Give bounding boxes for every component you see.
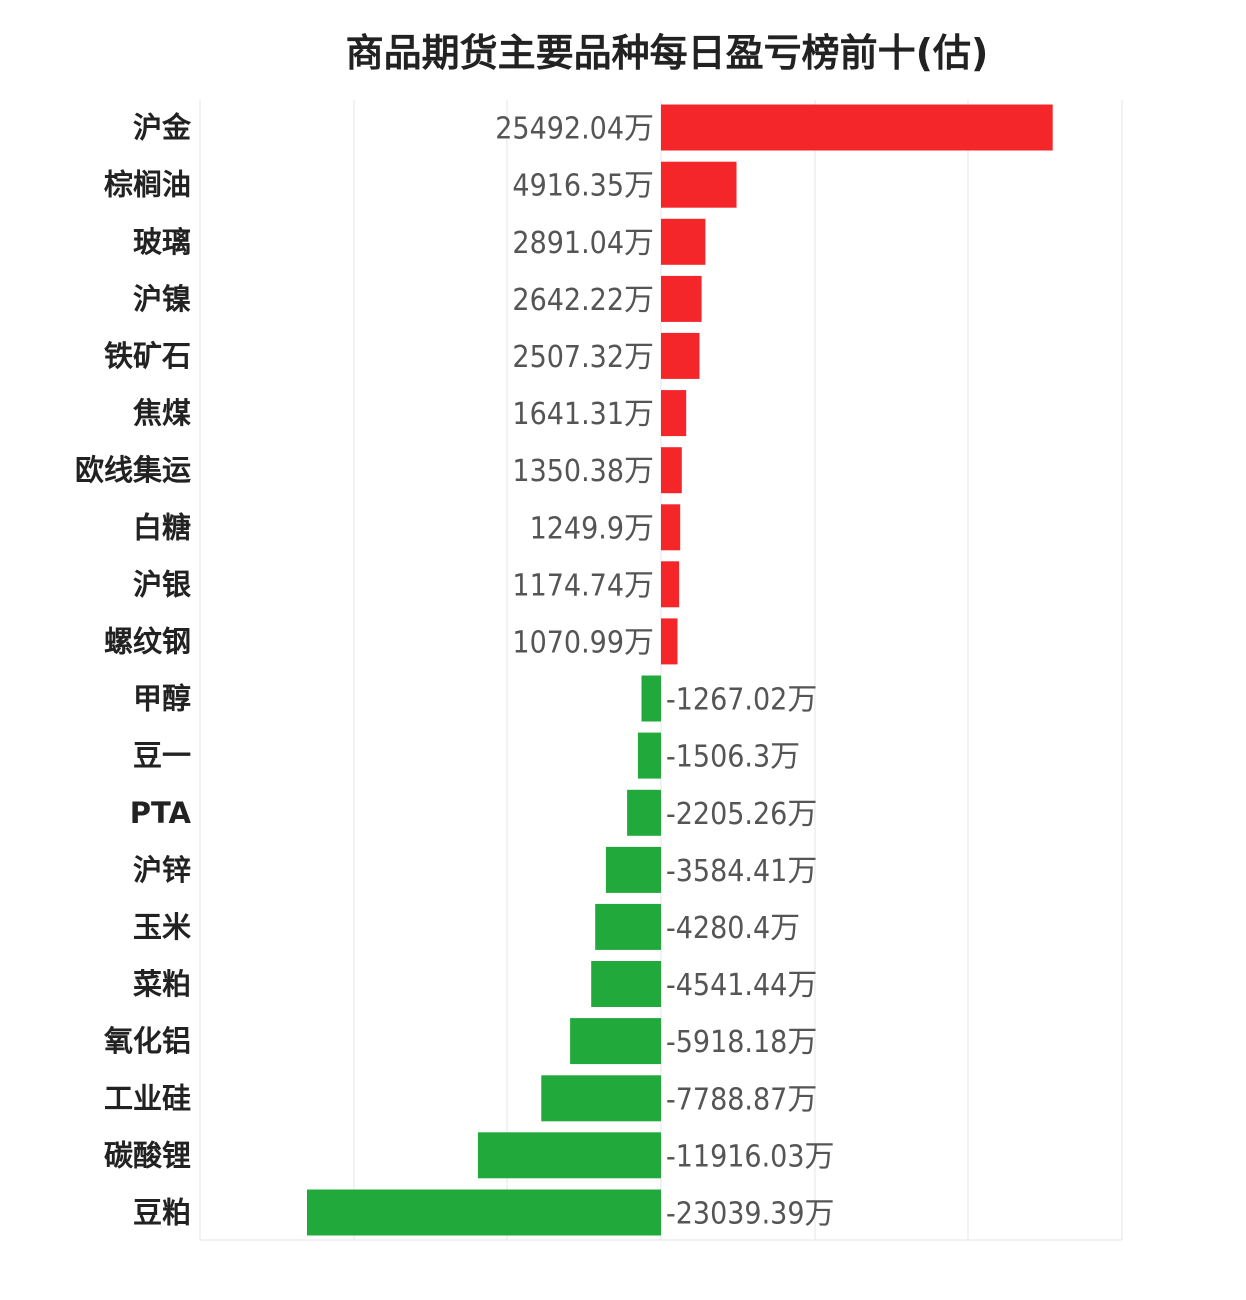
bar bbox=[661, 161, 737, 208]
category-label: 菜粕 bbox=[133, 967, 191, 1001]
category-label: 豆粕 bbox=[133, 1196, 191, 1230]
bar bbox=[661, 504, 681, 551]
bar bbox=[637, 732, 661, 779]
category-label: 玻璃 bbox=[133, 225, 191, 259]
bar bbox=[595, 903, 661, 950]
category-label: 沪金 bbox=[133, 111, 192, 145]
value-label: 25492.04万 bbox=[495, 112, 654, 147]
bar bbox=[570, 1018, 661, 1065]
category-label: 沪银 bbox=[133, 567, 191, 601]
bar bbox=[661, 618, 678, 665]
category-label: 沪镍 bbox=[133, 282, 191, 316]
category-label: PTA bbox=[130, 796, 192, 830]
category-label: 欧线集运 bbox=[75, 453, 191, 487]
value-label: 4916.35万 bbox=[512, 169, 654, 204]
category-label: 焦煤 bbox=[133, 396, 191, 430]
bar bbox=[661, 390, 687, 437]
value-label: 2507.32万 bbox=[512, 340, 654, 375]
value-label: -11916.03万 bbox=[666, 1139, 835, 1174]
value-label: -4280.4万 bbox=[666, 911, 800, 946]
bars bbox=[307, 104, 1053, 1236]
bar bbox=[661, 104, 1053, 151]
value-label: -2205.26万 bbox=[666, 797, 817, 832]
value-label: 1641.31万 bbox=[512, 397, 654, 432]
category-label: 棕榈油 bbox=[104, 168, 191, 202]
bar bbox=[605, 846, 661, 893]
bar bbox=[591, 961, 661, 1007]
value-label: 1350.38万 bbox=[512, 454, 654, 489]
bar bbox=[661, 218, 706, 265]
bar bbox=[661, 275, 702, 322]
category-label: 工业硅 bbox=[104, 1081, 191, 1115]
bar bbox=[661, 447, 682, 494]
value-label: -1267.02万 bbox=[666, 683, 817, 718]
value-label: -3584.41万 bbox=[666, 854, 817, 889]
value-label: 1249.9万 bbox=[530, 511, 654, 546]
category-label: 氧化铝 bbox=[103, 1024, 191, 1058]
value-label: -5918.18万 bbox=[666, 1025, 817, 1060]
category-label: 白糖 bbox=[133, 510, 191, 544]
category-label: 沪锌 bbox=[133, 853, 191, 887]
value-label: 2891.04万 bbox=[512, 226, 654, 261]
value-labels: 25492.04万 4916.35万 2891.04万 2642.22万 2507.32… bbox=[495, 112, 834, 1232]
bar bbox=[661, 561, 680, 608]
value-label: -1506.3万 bbox=[666, 740, 800, 775]
bar bbox=[477, 1132, 661, 1179]
bar bbox=[627, 789, 661, 836]
category-label: 豆一 bbox=[133, 739, 191, 773]
value-label: -4541.44万 bbox=[666, 968, 817, 1003]
category-label: 甲醇 bbox=[133, 682, 191, 716]
bar bbox=[541, 1075, 661, 1122]
bar bbox=[641, 675, 661, 722]
bar bbox=[661, 332, 700, 379]
category-label: 玉米 bbox=[133, 910, 191, 944]
grid-lines bbox=[199, 100, 1123, 1241]
value-label: -23039.39万 bbox=[666, 1197, 835, 1232]
value-label: 1070.99万 bbox=[512, 625, 654, 660]
bar bbox=[307, 1189, 661, 1236]
category-label: 铁矿石 bbox=[104, 339, 191, 373]
value-label: 1174.74万 bbox=[512, 568, 654, 603]
category-label: 碳酸锂 bbox=[104, 1138, 191, 1172]
value-label: -7788.87万 bbox=[666, 1082, 817, 1117]
chart-title: 商品期货主要品种每日盈亏榜前十(估) bbox=[345, 31, 989, 75]
value-label: 2642.22万 bbox=[512, 283, 654, 318]
category-label: 螺纹钢 bbox=[104, 624, 191, 658]
